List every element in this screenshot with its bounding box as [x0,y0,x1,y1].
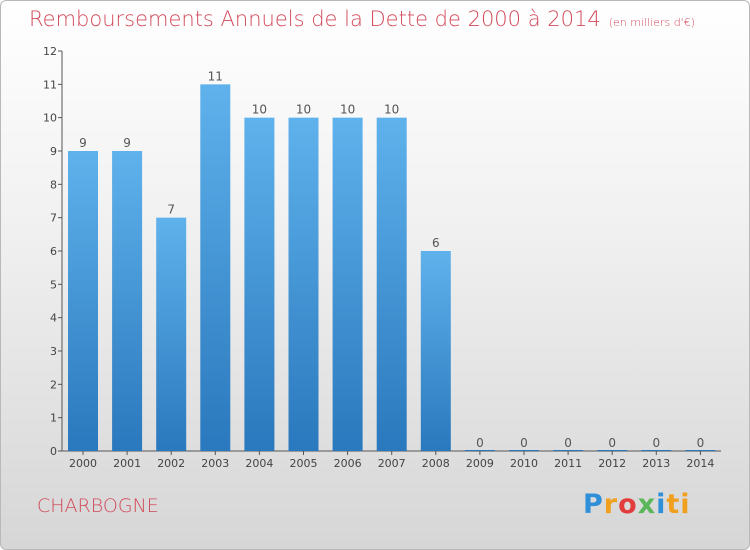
logo-letter: x [637,489,657,520]
y-tick-label: 6 [50,245,57,258]
x-tick-label: 2010 [510,457,538,470]
data-label: 10 [340,103,355,117]
chart-title: Remboursements Annuels de la Dette de 20… [29,7,695,31]
data-label: 10 [384,103,399,117]
commune-name: CHARBOGNE [37,495,159,517]
x-tick-label: 2006 [334,457,362,470]
data-label: 0 [520,436,528,450]
logo-letter: P [583,489,604,520]
bar [244,117,275,452]
y-tick-label: 4 [50,312,57,325]
proxiti-logo: Proxiti [583,489,691,520]
bar [420,251,451,451]
data-label: 0 [697,436,705,450]
x-tick-label: 2008 [422,457,450,470]
data-label: 9 [79,136,87,150]
x-tick-label: 2012 [598,457,626,470]
x-tick-label: 2002 [157,457,185,470]
y-tick-label: 9 [50,145,57,158]
y-tick-label: 10 [43,112,57,125]
y-tick-label: 3 [50,345,57,358]
x-tick-label: 2007 [378,457,406,470]
y-tick-label: 12 [43,45,57,58]
bar [200,84,231,451]
bar [156,217,187,451]
y-tick-label: 2 [50,378,57,391]
bar [332,117,363,452]
data-label: 7 [167,203,175,217]
x-tick-label: 2003 [201,457,229,470]
logo-letter: ti [666,489,691,520]
bar [68,151,98,451]
chart-title-text: Remboursements Annuels de la Dette de 20… [29,7,601,31]
y-tick-label: 11 [43,78,57,91]
x-tick-label: 2014 [686,457,714,470]
data-label: 10 [296,103,311,117]
logo-letter: r [603,489,619,520]
x-tick-label: 2011 [554,457,582,470]
x-tick-label: 2001 [113,457,141,470]
data-label: 0 [608,436,616,450]
chart-unit: (en milliers d'€) [608,16,695,29]
data-label: 0 [564,436,572,450]
bar [376,117,407,452]
y-tick-label: 1 [50,412,57,425]
data-label: 11 [208,69,223,83]
data-label: 9 [123,136,131,150]
y-tick-label: 5 [50,278,57,291]
x-tick-label: 2005 [290,457,318,470]
bar [288,117,319,452]
bar [112,151,143,451]
data-label: 6 [432,236,440,250]
data-label: 10 [252,103,267,117]
y-tick-label: 0 [50,445,57,458]
x-tick-label: 2013 [642,457,670,470]
x-tick-label: 2000 [69,457,97,470]
data-label: 0 [652,436,660,450]
x-tick-label: 2009 [466,457,494,470]
y-tick-label: 8 [50,178,57,191]
x-tick-label: 2004 [245,457,273,470]
data-label: 0 [476,436,484,450]
logo-letter: o [618,489,638,520]
y-tick-label: 7 [50,212,57,225]
logo-letter: i [656,489,667,520]
